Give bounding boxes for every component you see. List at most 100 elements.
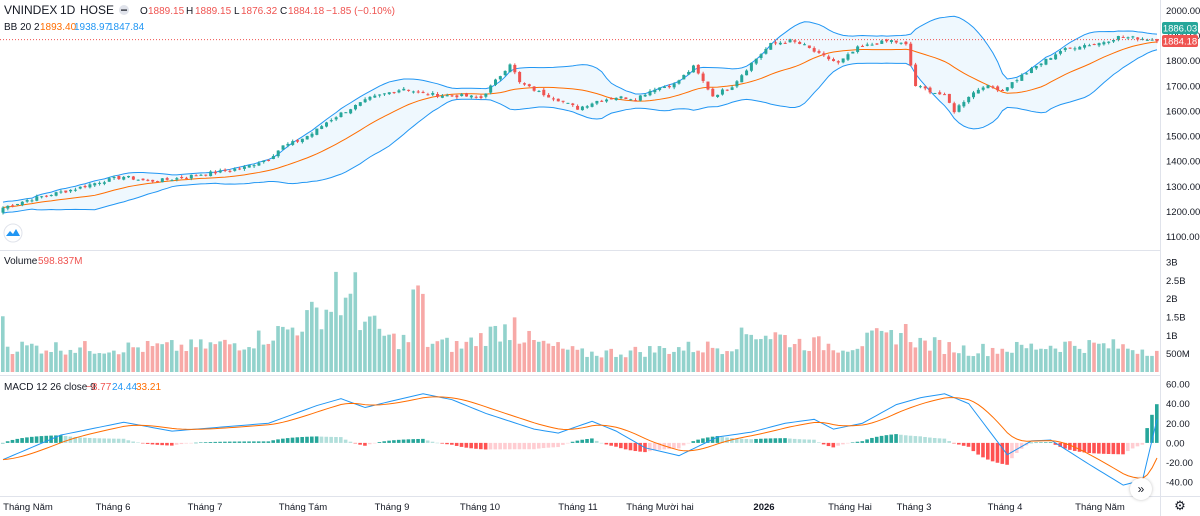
candle (257, 161, 261, 167)
volume-bar (198, 339, 203, 372)
macd-histogram-bar (590, 438, 594, 443)
candle (469, 94, 473, 99)
macd-histogram-bar (870, 437, 874, 443)
candle-body (1054, 54, 1058, 60)
candle-body (247, 165, 251, 168)
time-tick-label: Tháng 10 (460, 502, 500, 513)
macd-histogram-bar (532, 442, 536, 450)
macd-histogram-bar (435, 442, 440, 444)
candle-body (508, 64, 512, 73)
bb-label[interactable]: BB 20 2 (4, 22, 40, 33)
candle (1126, 36, 1130, 40)
macd-histogram-bar (802, 439, 807, 443)
gear-icon[interactable]: ⚙ (1174, 498, 1186, 513)
volume-tick-label: 1.5B (1166, 313, 1186, 324)
volume-bar (194, 347, 198, 372)
volume-legend[interactable]: Volume 598.837M (4, 256, 82, 267)
chevron-double-right-icon[interactable]: » (1130, 478, 1152, 500)
macd-legend[interactable]: MACD 12 26 close 9 −8.77 24.44 33.21 (4, 382, 161, 393)
volume-bar (817, 336, 821, 372)
candle (1010, 82, 1014, 90)
candle-body (846, 54, 850, 60)
volume-bar (749, 334, 754, 372)
macd-histogram-bar (174, 442, 179, 445)
macd-histogram-bar (961, 442, 966, 446)
volume-bar (614, 356, 618, 372)
candle-body (460, 94, 464, 97)
candle (378, 94, 382, 98)
macd-histogram-bar (469, 442, 473, 449)
volume-bar (1063, 341, 1067, 372)
macd-histogram-bar (1101, 442, 1106, 454)
candle-body (740, 75, 744, 83)
volume-bar (952, 352, 956, 372)
ohlc-low: 1876.32 (241, 6, 278, 17)
candle (11, 203, 15, 208)
macd-histogram-bar (126, 440, 131, 443)
macd-histogram-bar (377, 442, 382, 443)
candle (484, 93, 488, 99)
macd-histogram-bar (1039, 442, 1043, 443)
macd-histogram-bar (1111, 442, 1116, 455)
candle-body (667, 85, 671, 88)
candle (1063, 46, 1067, 52)
candle (1000, 89, 1004, 91)
interval[interactable]: 1D (60, 3, 76, 17)
candle-body (788, 39, 792, 43)
candle (98, 181, 102, 186)
volume-bar (797, 338, 802, 372)
volume-label[interactable]: Volume (4, 256, 38, 267)
volume-bar (58, 350, 63, 372)
volume-bar (845, 351, 850, 372)
candle (783, 41, 787, 44)
collapse-icon[interactable] (119, 5, 129, 15)
macd-histogram-bar (874, 436, 879, 443)
macd-histogram-bar (78, 437, 82, 443)
candle (508, 63, 512, 73)
macd-histogram-bar (198, 442, 203, 443)
volume-bar (107, 352, 111, 372)
candle-body (653, 89, 657, 93)
macd-histogram-bar (797, 439, 802, 443)
candle (696, 64, 700, 75)
volume-bar (29, 343, 34, 372)
candle (532, 86, 536, 92)
candle-body (78, 186, 82, 189)
candle (687, 70, 691, 75)
candle (1054, 53, 1058, 60)
macd-histogram-bar (102, 438, 106, 443)
candle (976, 87, 980, 94)
volume-bar (522, 342, 527, 372)
time-axis[interactable]: Tháng Năm Tháng 6 Tháng 7 Tháng Tám Tháng 9 T… (3, 502, 1125, 513)
candle-body (93, 183, 97, 186)
candle-body (793, 40, 797, 42)
symbol-name[interactable]: VNINDEX (4, 3, 57, 17)
candle (175, 176, 179, 182)
candle (889, 40, 893, 44)
macd-histogram-bar (730, 438, 734, 443)
candle-body (600, 100, 604, 102)
volume-bar (942, 354, 947, 372)
macd-histogram-bar (353, 442, 358, 444)
symbol-legend[interactable]: VNINDEX 1D HOSE O 1889.15 H 1889.15 L 18… (4, 3, 395, 17)
candle-body (590, 103, 594, 107)
candle-body (1131, 36, 1135, 38)
volume-bar (498, 341, 502, 372)
candle (329, 118, 333, 123)
macd-label[interactable]: MACD 12 26 close 9 (4, 382, 96, 393)
tradingview-logo-icon[interactable] (3, 223, 23, 243)
price-tick-label: 2000.00 (1166, 6, 1200, 17)
bb-legend[interactable]: BB 20 2 1893.40 1938.97 1847.84 (4, 22, 145, 33)
candle-body (49, 195, 53, 197)
candle-body (223, 169, 227, 171)
volume-bar (218, 341, 222, 372)
macd-histogram-bar (39, 436, 44, 443)
macd-histogram-bar (778, 438, 782, 443)
volume-bar (165, 342, 169, 372)
volume-bar (256, 330, 261, 372)
exchange[interactable]: HOSE (80, 3, 114, 17)
macd-histogram-bar (116, 438, 121, 443)
volume-bar (512, 317, 517, 372)
volume-bar (594, 355, 599, 372)
